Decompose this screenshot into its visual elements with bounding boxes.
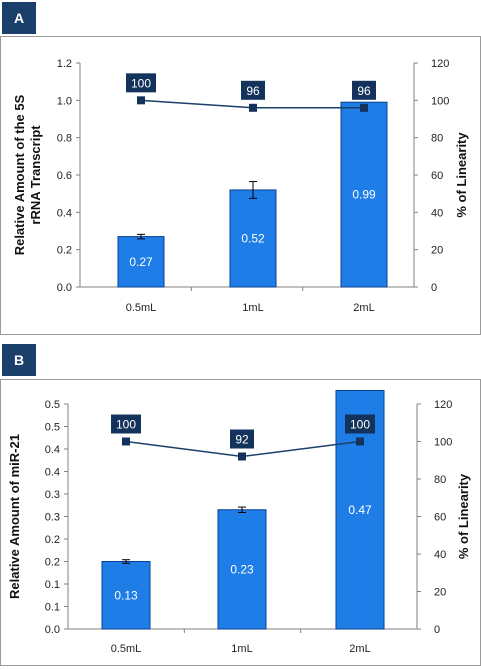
y-tick-label: 0.2 bbox=[57, 245, 72, 257]
linearity-value-label: 100 bbox=[131, 76, 151, 90]
y-axis-title-line: rRNA Transcript bbox=[28, 125, 43, 225]
y-tick-label: 1.0 bbox=[57, 95, 72, 107]
bar bbox=[229, 189, 277, 288]
y2-axis-title: % of Linearity bbox=[456, 473, 471, 559]
y-axis-title-line: Relative Amount of the 5S bbox=[12, 94, 27, 255]
y-tick-label: 0.6 bbox=[57, 170, 72, 182]
linearity-marker bbox=[238, 452, 246, 461]
linearity-marker bbox=[122, 437, 130, 446]
y2-tick-label: 80 bbox=[431, 133, 443, 145]
y-tick-label: 0.3 bbox=[45, 512, 60, 524]
bar-value-label: 0.27 bbox=[129, 255, 153, 269]
y-axis-title: Relative Amount of miR-21 bbox=[7, 434, 22, 599]
bar bbox=[117, 236, 165, 288]
y2-tick-label: 40 bbox=[434, 549, 446, 561]
y2-tick-label: 120 bbox=[431, 58, 449, 70]
bar-value-label: 0.13 bbox=[114, 588, 138, 602]
y-axis-title-line: Relative Amount of miR-21 bbox=[7, 434, 22, 599]
y-tick-label: 1.2 bbox=[57, 58, 72, 70]
y-tick-label: 0.8 bbox=[57, 133, 72, 145]
category-label: 1mL bbox=[231, 643, 252, 655]
y2-tick-label: 120 bbox=[434, 399, 452, 411]
y2-tick-label: 20 bbox=[431, 245, 443, 257]
y2-tick-label: 20 bbox=[434, 587, 446, 599]
linearity-label-box bbox=[111, 414, 141, 434]
bar-value-label: 0.52 bbox=[241, 231, 265, 245]
linearity-marker bbox=[249, 103, 257, 112]
linearity-label-box bbox=[230, 429, 254, 449]
linearity-marker bbox=[356, 437, 364, 446]
panel-letter: A bbox=[14, 10, 24, 26]
y2-tick-label: 40 bbox=[431, 207, 443, 219]
chart-panel-b: B 0.0 0.1 0.1 0.2 0.2 0.3 0.3 0.4 0.4 0.5 0.5 0 20 40 6… bbox=[0, 344, 481, 666]
bar-value-label: 0.47 bbox=[348, 503, 372, 517]
chart-panel-a: A 0.0 0.2 0.4 0.6 0.8 1.0 1.2 0 20 40 60 80 100 120 0.2… bbox=[0, 2, 481, 335]
linearity-marker bbox=[137, 96, 145, 105]
y-tick-label: 0.1 bbox=[45, 579, 60, 591]
y2-axis-title: % of Linearity bbox=[454, 132, 469, 218]
linearity-value-label: 96 bbox=[246, 84, 260, 98]
y-tick-label: 0.5 bbox=[45, 422, 60, 434]
y-axis-title: Relative Amount of the 5SrRNA Transcript bbox=[12, 94, 43, 255]
linearity-label-box bbox=[345, 414, 375, 434]
panel-letter: B bbox=[14, 352, 24, 368]
y-tick-label: 0.1 bbox=[45, 602, 60, 614]
y2-tick-label: 60 bbox=[434, 512, 446, 524]
y-tick-label: 0.5 bbox=[45, 399, 60, 411]
y2-tick-label: 0 bbox=[431, 282, 437, 294]
category-label: 2mL bbox=[349, 643, 370, 655]
y-tick-label: 0.0 bbox=[57, 282, 72, 294]
bar-value-label: 0.23 bbox=[230, 562, 254, 576]
bar bbox=[340, 101, 388, 288]
category-label: 2mL bbox=[353, 302, 374, 314]
y2-tick-label: 100 bbox=[434, 437, 452, 449]
linearity-value-label: 92 bbox=[235, 433, 249, 447]
y-tick-label: 0.4 bbox=[57, 207, 72, 219]
y-tick-label: 0.4 bbox=[45, 444, 60, 456]
y2-tick-label: 0 bbox=[434, 624, 440, 636]
category-label: 0.5mL bbox=[126, 302, 157, 314]
panel-badge bbox=[2, 2, 36, 34]
y-tick-label: 0.2 bbox=[45, 557, 60, 569]
linearity-value-label: 100 bbox=[350, 418, 370, 432]
linearity-value-label: 96 bbox=[357, 84, 371, 98]
bar bbox=[101, 561, 151, 630]
y2-tick-label: 60 bbox=[431, 170, 443, 182]
linearity-label-box bbox=[126, 73, 156, 93]
linearity-label-box bbox=[352, 80, 376, 100]
panel-badge bbox=[2, 344, 36, 376]
linearity-label-box bbox=[241, 80, 265, 100]
linearity-marker bbox=[360, 103, 368, 112]
category-label: 1mL bbox=[242, 302, 263, 314]
y-tick-label: 0.2 bbox=[45, 534, 60, 546]
chart-frame bbox=[0, 36, 481, 335]
linearity-value-label: 100 bbox=[116, 418, 136, 432]
y2-tick-label: 80 bbox=[434, 474, 446, 486]
y2-tick-label: 100 bbox=[431, 95, 449, 107]
bar bbox=[217, 509, 267, 630]
y-tick-label: 0.4 bbox=[45, 467, 60, 479]
category-label: 0.5mL bbox=[111, 643, 142, 655]
y-tick-label: 0.3 bbox=[45, 489, 60, 501]
y-tick-label: 0.0 bbox=[45, 624, 60, 636]
bar-value-label: 0.99 bbox=[352, 188, 376, 202]
